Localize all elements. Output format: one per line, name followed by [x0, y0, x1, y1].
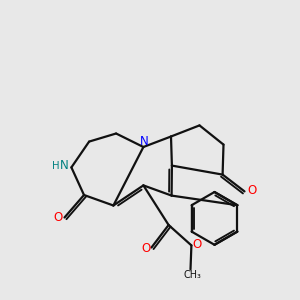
Text: H: H — [52, 161, 59, 171]
Text: CH₃: CH₃ — [183, 270, 201, 280]
Text: O: O — [142, 242, 151, 256]
Text: N: N — [140, 135, 148, 148]
Text: O: O — [53, 211, 62, 224]
Text: O: O — [248, 184, 256, 197]
Text: N: N — [59, 159, 68, 172]
Text: O: O — [193, 238, 202, 251]
